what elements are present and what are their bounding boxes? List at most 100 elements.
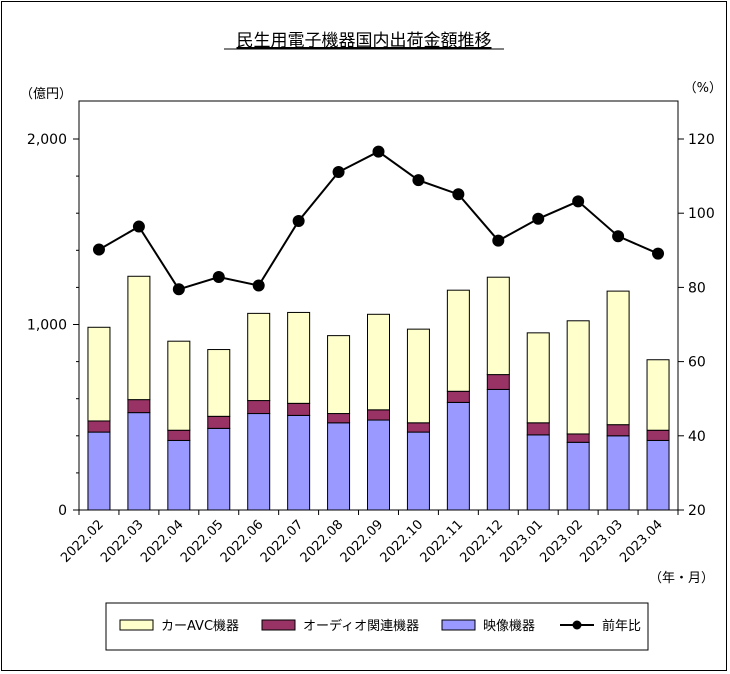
yoy-point: [372, 145, 385, 158]
yoy-point: [652, 247, 665, 260]
legend-box: [105, 602, 649, 651]
yoy-point: [132, 220, 145, 233]
legend-label-video: 映像機器: [483, 619, 535, 634]
bar-segment: [646, 429, 670, 441]
x-tick-label: 2022.06: [218, 517, 267, 566]
bar-segment: [207, 349, 231, 417]
right-axis-unit: （%）: [684, 81, 722, 96]
legend-label-yoy: 前年比: [602, 618, 641, 634]
left-axis-unit: （億円）: [20, 86, 72, 102]
x-tick-label: 2023.01: [497, 517, 546, 566]
bar-segment: [566, 441, 590, 511]
legend: カーAVC機器 オーディオ関連機器 映像機器 前年比: [119, 618, 641, 634]
bar-segment: [127, 275, 151, 401]
x-tick-label: 2022.10: [378, 517, 427, 566]
bar-segment: [606, 290, 630, 426]
bar-segment: [247, 400, 271, 415]
yoy-point: [452, 188, 465, 201]
bar-segment: [87, 420, 111, 433]
chart-title: 民生用電子機器国内出荷金額推移: [237, 31, 492, 51]
x-tick-label: 2022.02: [58, 517, 107, 566]
bar-segment: [87, 431, 111, 511]
legend-swatch-audio: [261, 619, 296, 631]
y-right-tick-label: 20: [688, 503, 706, 519]
bar-segment: [367, 419, 390, 511]
bar-segment: [606, 435, 630, 511]
x-tick-label: 2022.09: [338, 517, 387, 566]
bar-segment: [446, 289, 470, 392]
bar-segment: [287, 402, 311, 416]
yoy-point: [172, 283, 185, 296]
y-left-tick-label: 2,000: [27, 132, 67, 148]
bar-segment: [367, 313, 390, 411]
legend-label-audio: オーディオ関連機器: [303, 618, 419, 634]
legend-marker-yoy: [572, 620, 582, 630]
bar-segment: [526, 332, 550, 424]
bar-segment: [486, 374, 510, 390]
bar-segment: [327, 422, 351, 511]
bar-segment: [127, 412, 151, 511]
yoy-point: [292, 214, 305, 227]
bar-segment: [406, 328, 430, 424]
bar-segment: [486, 276, 510, 376]
yoy-point: [252, 279, 265, 292]
bar-segment: [287, 311, 311, 404]
bar-segment: [87, 326, 111, 422]
bar-segment: [327, 413, 351, 424]
bar-segment: [367, 409, 390, 421]
x-tick-label: 2023.04: [617, 517, 666, 566]
bar-segment: [167, 340, 191, 431]
y-right-tick-label: 60: [688, 355, 706, 371]
bar-segment: [446, 390, 470, 403]
bar-segment: [526, 422, 550, 436]
x-tick-label: 2022.11: [418, 517, 467, 566]
x-axis-unit: （年・月）: [649, 571, 714, 586]
yoy-point: [92, 243, 105, 256]
y-right-tick-label: 80: [688, 280, 706, 296]
x-tick-label: 2022.05: [178, 517, 227, 566]
yoy-point: [412, 174, 425, 187]
bar-segment: [566, 433, 590, 443]
bar-segment: [406, 422, 430, 433]
yoy-line: [98, 150, 659, 291]
bar-segment: [127, 399, 151, 414]
bar-segment: [646, 359, 670, 431]
yoy-point: [212, 271, 225, 284]
y-left-tick-label: 1,000: [27, 318, 67, 334]
x-tick-label: 2022.03: [98, 517, 147, 566]
bar-segment: [446, 401, 470, 511]
bar-segment: [287, 414, 311, 511]
y-left-tick-label: 0: [58, 503, 67, 519]
legend-label-car-avc: カーAVC機器: [161, 619, 239, 634]
bar-segment: [167, 439, 191, 511]
x-tick-label: 2023.03: [577, 517, 626, 566]
bar-segment: [486, 388, 510, 511]
y-right-tick-label: 40: [688, 429, 706, 445]
x-tick-label: 2022.04: [138, 517, 187, 566]
yoy-point: [532, 212, 545, 225]
y-right-tick-label: 120: [688, 132, 715, 148]
legend-swatch-car-avc: [119, 619, 154, 631]
yoy-point: [612, 230, 625, 243]
bar-segment: [646, 439, 670, 511]
bar-segment: [566, 320, 590, 435]
x-tick-label: 2023.02: [537, 517, 586, 566]
x-tick-label: 2022.07: [258, 517, 307, 566]
bar-segment: [167, 429, 191, 441]
bar-segment: [247, 312, 271, 402]
y-right-tick-label: 100: [688, 206, 715, 222]
plot-area: 01,0002,000204060801001202022.022022.032…: [27, 100, 715, 566]
bar-segment: [247, 413, 271, 511]
bar-segment: [526, 434, 550, 511]
bar-segment: [207, 415, 231, 429]
x-tick-label: 2022.08: [298, 517, 347, 566]
yoy-point: [332, 166, 345, 179]
x-tick-label: 2022.12: [458, 517, 507, 566]
yoy-point: [572, 195, 585, 208]
bar-segment: [327, 335, 351, 415]
bar-segment: [207, 427, 231, 511]
legend-swatch-video: [441, 619, 476, 631]
bar-segment: [606, 424, 630, 437]
